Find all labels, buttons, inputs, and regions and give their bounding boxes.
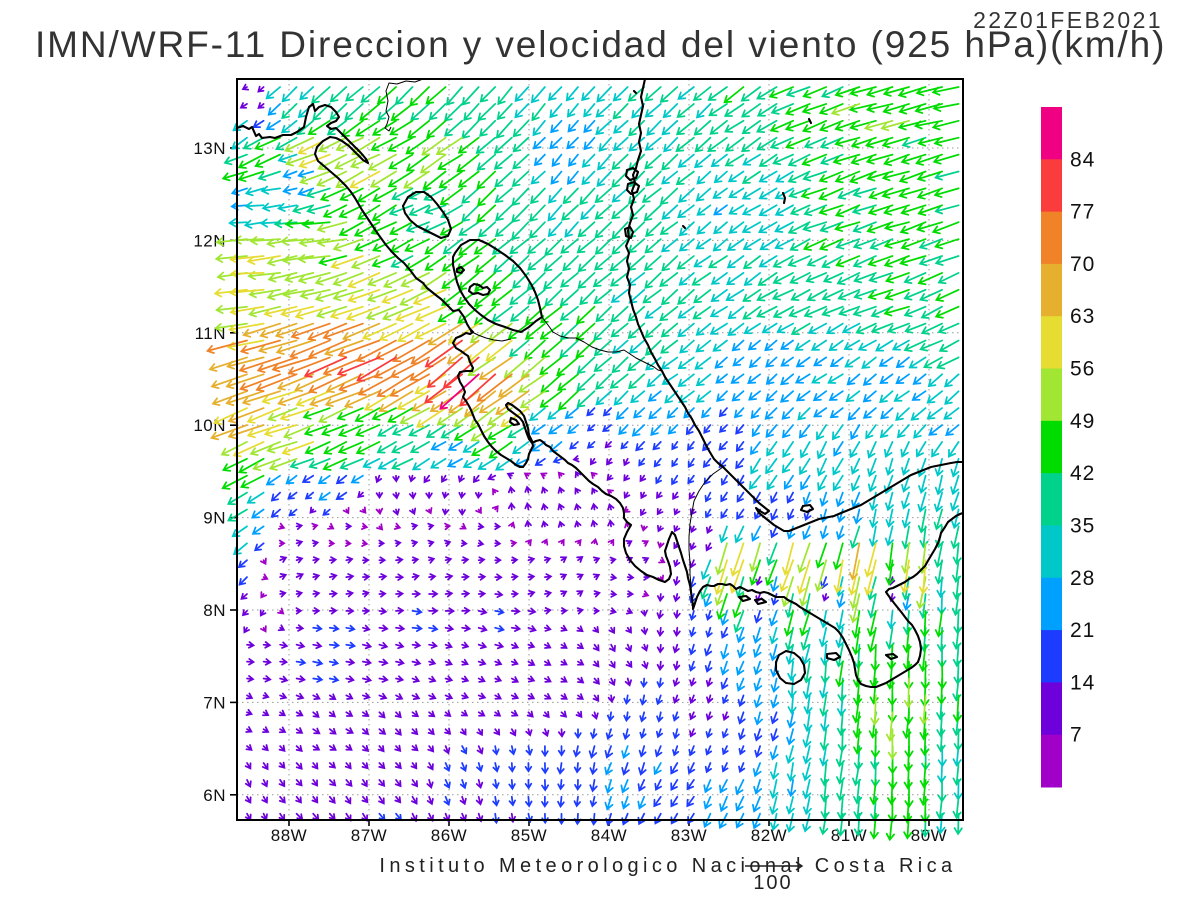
- svg-text:28: 28: [1070, 567, 1095, 590]
- svg-text:7N: 7N: [203, 693, 226, 712]
- svg-text:9N: 9N: [203, 509, 226, 528]
- svg-text:6N: 6N: [203, 786, 226, 805]
- svg-text:100: 100: [753, 872, 792, 894]
- svg-text:22Z01FEB2021: 22Z01FEB2021: [973, 7, 1163, 33]
- svg-text:56: 56: [1070, 358, 1095, 381]
- svg-text:84: 84: [1070, 148, 1095, 171]
- svg-text:83W: 83W: [671, 826, 707, 845]
- svg-text:IMN/WRF-11 Direccion y velocid: IMN/WRF-11 Direccion y velocidad del vie…: [35, 24, 1166, 65]
- svg-text:35: 35: [1070, 514, 1095, 537]
- svg-text:85W: 85W: [511, 826, 547, 845]
- svg-text:63: 63: [1070, 305, 1095, 328]
- svg-text:86W: 86W: [431, 826, 467, 845]
- svg-text:12N: 12N: [193, 231, 226, 250]
- svg-text:Instituto Meteorologico Nacion: Instituto Meteorologico Nacional Costa R…: [379, 855, 956, 877]
- svg-text:80W: 80W: [911, 826, 947, 845]
- svg-text:87W: 87W: [351, 826, 387, 845]
- svg-text:82W: 82W: [751, 826, 787, 845]
- svg-text:42: 42: [1070, 462, 1095, 485]
- svg-text:8N: 8N: [203, 601, 226, 620]
- svg-text:14: 14: [1070, 671, 1095, 694]
- svg-text:70: 70: [1070, 253, 1095, 276]
- svg-text:49: 49: [1070, 410, 1095, 433]
- svg-text:13N: 13N: [193, 139, 226, 158]
- svg-text:77: 77: [1070, 201, 1095, 224]
- svg-text:21: 21: [1070, 619, 1095, 642]
- svg-text:81W: 81W: [831, 826, 867, 845]
- svg-text:88W: 88W: [271, 826, 307, 845]
- svg-text:7: 7: [1070, 724, 1083, 747]
- svg-text:84W: 84W: [591, 826, 627, 845]
